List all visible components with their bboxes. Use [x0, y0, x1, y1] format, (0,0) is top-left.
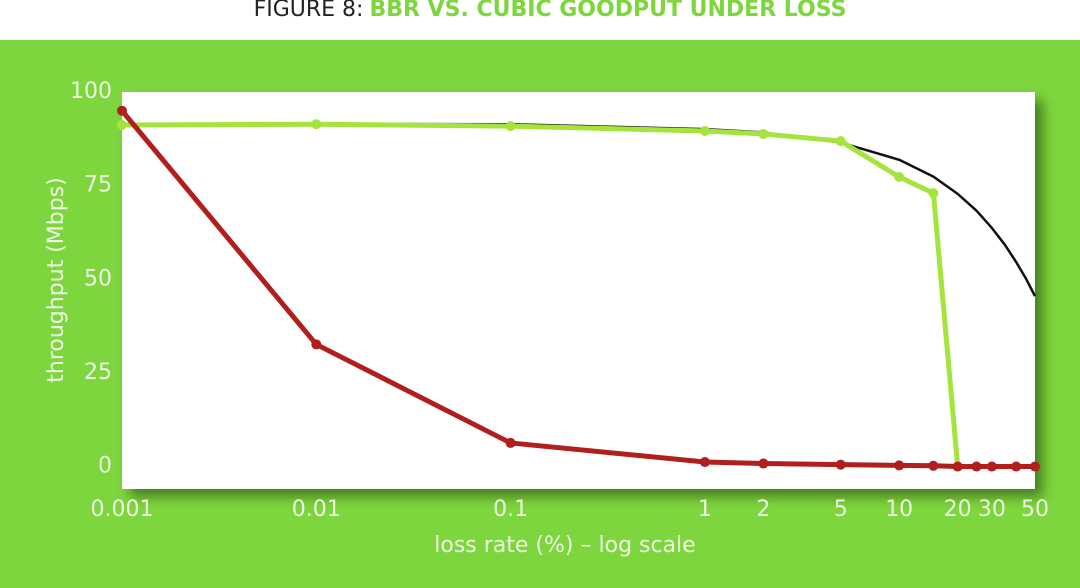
data-point [311, 339, 322, 350]
series-line [121, 121, 977, 470]
y-tick-label: 100 [70, 79, 112, 104]
data-point [835, 136, 846, 147]
y-axis-title: throughput (Mbps) [44, 177, 69, 383]
data-point [311, 119, 322, 130]
x-axis-title: loss rate (%) – log scale [434, 533, 695, 558]
data-point [894, 172, 905, 183]
data-point [1030, 461, 1040, 472]
x-tick-label: 1 [698, 497, 712, 522]
x-tick-label: 0.01 [292, 497, 341, 522]
figure-label: FIGURE 8: [254, 0, 364, 22]
y-tick-label: 0 [98, 454, 112, 479]
data-point [758, 128, 769, 139]
x-tick-label: 0.001 [91, 497, 154, 522]
data-point [505, 437, 516, 448]
y-tick-label: 75 [84, 173, 112, 198]
data-point [699, 457, 710, 468]
data-point [1011, 461, 1022, 472]
x-tick-label: 0.1 [493, 497, 528, 522]
data-point [894, 460, 905, 471]
y-tick-label: 50 [84, 266, 112, 291]
y-tick-label: 25 [84, 360, 112, 385]
data-point [117, 119, 127, 130]
x-tick-label: 5 [834, 497, 848, 522]
data-point [952, 461, 963, 472]
x-tick-label: 20 [944, 497, 972, 522]
x-tick-label: 50 [1021, 497, 1049, 522]
data-point [699, 125, 710, 136]
x-tick-label: 10 [885, 497, 913, 522]
x-tick-label: 2 [756, 497, 770, 522]
data-point [986, 461, 997, 472]
data-point [758, 458, 769, 469]
plot-area [122, 92, 1035, 489]
title-text: BBR VS. CUBIC GOODPUT UNDER LOSS [369, 0, 846, 22]
x-tick-label: 30 [978, 497, 1006, 522]
chart-title: FIGURE 8: BBR VS. CUBIC GOODPUT UNDER LOS… [254, 0, 847, 22]
data-point [835, 459, 846, 470]
data-point [971, 461, 982, 472]
data-point [117, 105, 127, 116]
data-point [928, 188, 939, 199]
header-band [0, 0, 1080, 40]
data-point [505, 121, 516, 132]
data-point [928, 460, 939, 471]
